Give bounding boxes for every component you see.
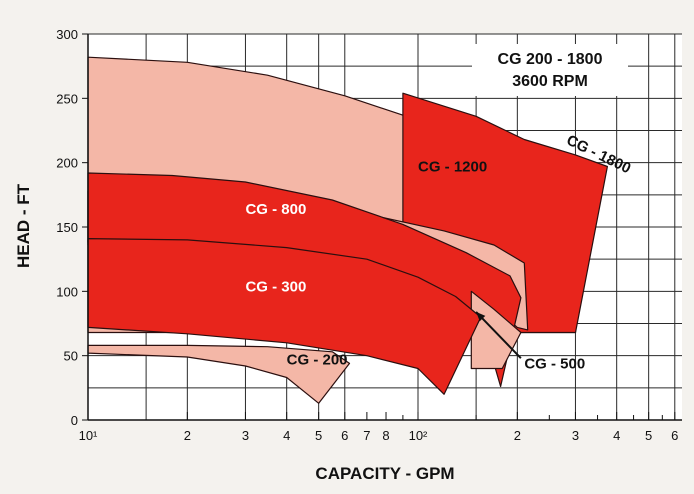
x-tick-label: 5	[315, 428, 322, 443]
curve-label-cg-300: CG - 300	[245, 278, 306, 295]
chart-subtitle: 3600 RPM	[512, 73, 588, 90]
x-tick-label: 6	[341, 428, 348, 443]
x-tick-label: 3	[242, 428, 249, 443]
y-axis-title: HEAD - FT	[14, 183, 33, 268]
x-tick-label: 4	[283, 428, 290, 443]
cg-500-arrow-line	[475, 311, 522, 359]
y-tick-label: 300	[56, 27, 78, 42]
curve-group	[87, 56, 608, 404]
x-axis-title: CAPACITY - GPM	[315, 464, 454, 483]
curve-label-cg-1200: CG - 1200	[418, 159, 487, 176]
x-tick-label: 10¹	[79, 428, 98, 443]
curve-region-cg-500	[470, 290, 522, 370]
y-tick-label: 100	[56, 284, 78, 299]
y-tick-label: 50	[64, 349, 78, 364]
chart-title: CG 200 - 1800	[498, 51, 603, 68]
cg-500-arrow-head	[476, 311, 486, 322]
x-tick-label: 6	[671, 428, 678, 443]
curve-label-cg-200: CG - 200	[287, 352, 348, 369]
x-tick-label: 2	[514, 428, 521, 443]
curve-label-cg-800: CG - 800	[245, 201, 306, 218]
x-tick-label: 2	[184, 428, 191, 443]
y-tick-label: 150	[56, 220, 78, 235]
curve-region-cg-300	[87, 238, 482, 395]
y-tick-label: 200	[56, 156, 78, 171]
x-tick-label: 10²	[409, 428, 428, 443]
x-tick-label: 3	[572, 428, 579, 443]
x-tick-label: 5	[645, 428, 652, 443]
y-tick-label: 250	[56, 91, 78, 106]
x-tick-label: 4	[613, 428, 620, 443]
x-tick-label: 7	[363, 428, 370, 443]
curve-label-cg-500: CG - 500	[524, 356, 585, 373]
y-tick-label: 0	[71, 413, 78, 428]
title-box	[472, 44, 628, 96]
x-tick-label: 8	[382, 428, 389, 443]
curve-region-cg-200	[87, 344, 351, 404]
